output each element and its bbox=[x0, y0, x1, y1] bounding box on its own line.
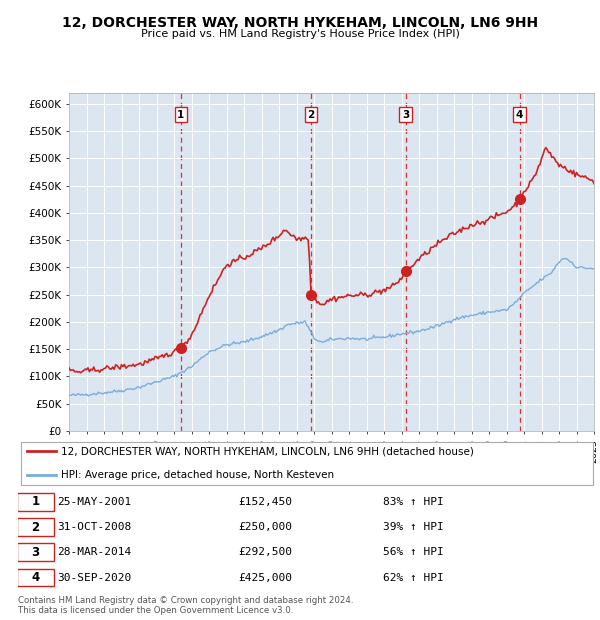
Text: £250,000: £250,000 bbox=[238, 522, 292, 532]
FancyBboxPatch shape bbox=[17, 569, 55, 587]
Text: Contains HM Land Registry data © Crown copyright and database right 2024.: Contains HM Land Registry data © Crown c… bbox=[18, 596, 353, 606]
Text: 3: 3 bbox=[402, 110, 409, 120]
Text: 25-MAY-2001: 25-MAY-2001 bbox=[58, 497, 131, 507]
Text: 30-SEP-2020: 30-SEP-2020 bbox=[58, 573, 131, 583]
FancyBboxPatch shape bbox=[17, 493, 55, 511]
Text: 12, DORCHESTER WAY, NORTH HYKEHAM, LINCOLN, LN6 9HH (detached house): 12, DORCHESTER WAY, NORTH HYKEHAM, LINCO… bbox=[61, 446, 475, 456]
Text: 2: 2 bbox=[32, 521, 40, 534]
Text: 31-OCT-2008: 31-OCT-2008 bbox=[58, 522, 131, 532]
Text: 1: 1 bbox=[177, 110, 184, 120]
Text: 4: 4 bbox=[516, 110, 523, 120]
FancyBboxPatch shape bbox=[17, 544, 55, 561]
Text: 83% ↑ HPI: 83% ↑ HPI bbox=[383, 497, 443, 507]
Text: 2: 2 bbox=[307, 110, 314, 120]
FancyBboxPatch shape bbox=[17, 518, 55, 536]
Text: Price paid vs. HM Land Registry's House Price Index (HPI): Price paid vs. HM Land Registry's House … bbox=[140, 29, 460, 38]
Text: 3: 3 bbox=[32, 546, 40, 559]
Text: 12, DORCHESTER WAY, NORTH HYKEHAM, LINCOLN, LN6 9HH: 12, DORCHESTER WAY, NORTH HYKEHAM, LINCO… bbox=[62, 16, 538, 30]
Text: £425,000: £425,000 bbox=[238, 573, 292, 583]
Text: 1: 1 bbox=[32, 495, 40, 508]
Text: £292,500: £292,500 bbox=[238, 547, 292, 557]
Text: 56% ↑ HPI: 56% ↑ HPI bbox=[383, 547, 443, 557]
Text: 62% ↑ HPI: 62% ↑ HPI bbox=[383, 573, 443, 583]
Text: £152,450: £152,450 bbox=[238, 497, 292, 507]
Text: 4: 4 bbox=[32, 571, 40, 584]
Text: 39% ↑ HPI: 39% ↑ HPI bbox=[383, 522, 443, 532]
Text: 28-MAR-2014: 28-MAR-2014 bbox=[58, 547, 131, 557]
Text: HPI: Average price, detached house, North Kesteven: HPI: Average price, detached house, Nort… bbox=[61, 469, 335, 480]
Text: This data is licensed under the Open Government Licence v3.0.: This data is licensed under the Open Gov… bbox=[18, 606, 293, 616]
FancyBboxPatch shape bbox=[21, 442, 593, 485]
